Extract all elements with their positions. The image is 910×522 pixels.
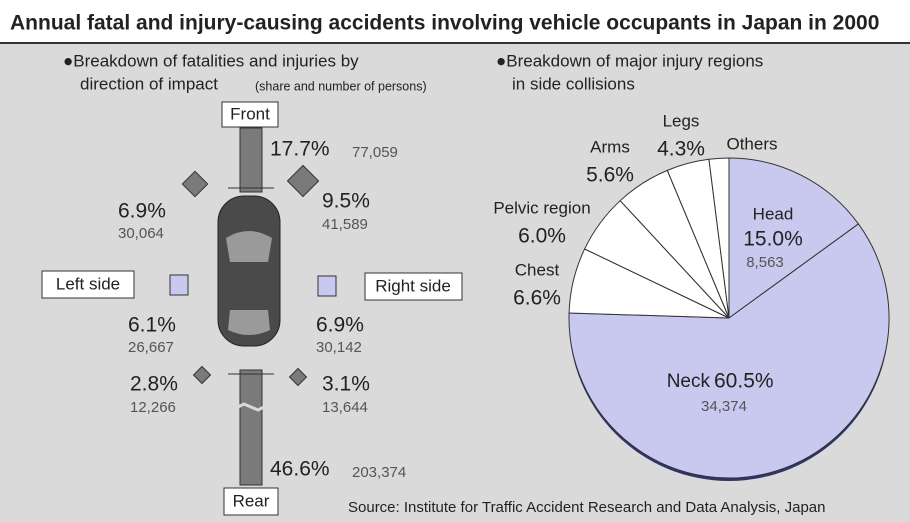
slice-label: Neck <box>667 371 711 392</box>
value-label: 60.5% <box>714 370 774 393</box>
impact-heading: direction of impact <box>80 74 218 93</box>
windshield <box>226 231 272 262</box>
slice-label: Others <box>726 134 777 153</box>
slice-label: Arms <box>590 137 630 156</box>
slice-label: Chest <box>515 260 560 279</box>
direction-label: Rear <box>233 491 270 510</box>
count: 13,644 <box>322 399 368 416</box>
source: Source: Institute for Traffic Accident R… <box>348 499 825 516</box>
direction-label: Right side <box>375 276 451 295</box>
value-label: 4.3% <box>657 138 705 161</box>
count: 30,142 <box>316 339 362 356</box>
share: 6.9% <box>118 200 166 223</box>
slice-label: Pelvic region <box>493 198 590 217</box>
share: 9.5% <box>322 190 370 213</box>
share: 2.8% <box>130 373 178 396</box>
right-impact <box>318 276 336 296</box>
direction-label: Front <box>230 104 270 123</box>
slice-label: Head <box>753 204 794 223</box>
impact-heading: ●Breakdown of fatalities and injuries by <box>63 51 359 70</box>
slice-label: Legs <box>663 111 700 130</box>
value-label: 5.6% <box>586 164 634 187</box>
count: 12,266 <box>130 399 176 416</box>
count-label: 34,374 <box>701 398 747 415</box>
share: 46.6% <box>270 458 330 481</box>
count: 203,374 <box>352 464 406 481</box>
chart-title: ●Breakdown of major injury regions <box>496 51 763 70</box>
share: 6.9% <box>316 314 364 337</box>
chart-title: in side collisions <box>512 74 635 93</box>
value-label: 6.0% <box>518 225 566 248</box>
count: 41,589 <box>322 216 368 233</box>
left-impact <box>170 275 188 295</box>
share: 17.7% <box>270 138 330 161</box>
rear-bar <box>240 370 262 485</box>
rear-window <box>228 310 270 335</box>
direction-label: Left side <box>56 274 120 293</box>
front-bar <box>240 128 262 192</box>
count: 30,064 <box>118 225 164 242</box>
pie <box>569 158 889 481</box>
count: 77,059 <box>352 144 398 161</box>
value-label: 15.0% <box>743 228 803 251</box>
share: 6.1% <box>128 314 176 337</box>
infographic: Annual fatal and injury-causing accident… <box>0 0 910 522</box>
share: 3.1% <box>322 373 370 396</box>
impact-note: (share and number of persons) <box>255 79 427 93</box>
title: Annual fatal and injury-causing accident… <box>10 12 879 35</box>
count: 26,667 <box>128 339 174 356</box>
value-label: 6.6% <box>513 287 561 310</box>
count-label: 8,563 <box>746 254 784 271</box>
